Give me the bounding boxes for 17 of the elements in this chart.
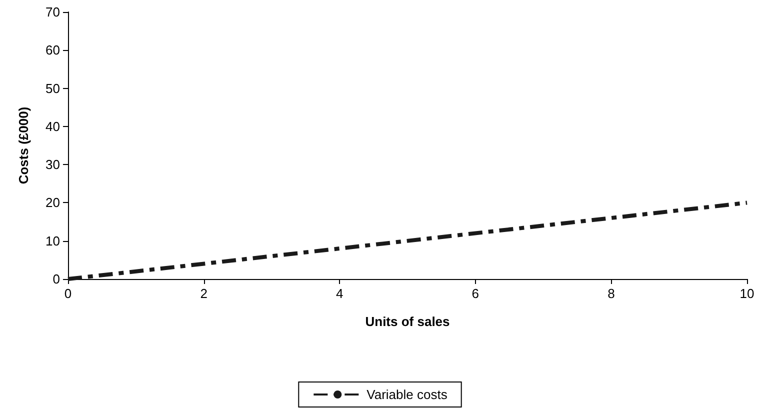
y-tick-label: 50	[46, 80, 60, 96]
y-tick-label: 0	[52, 272, 60, 286]
x-tick-label: 8	[608, 286, 615, 301]
legend-label: Variable costs	[366, 387, 448, 402]
x-tick-label: 0	[64, 286, 72, 301]
y-tick-label: 20	[46, 195, 60, 210]
y-tick-label: 70	[46, 4, 60, 20]
x-axis-title: Units of sales	[365, 314, 450, 329]
y-axis-title: Costs (£000)	[16, 106, 31, 184]
y-tick-label: 10	[46, 233, 60, 248]
y-tick-label: 30	[46, 157, 60, 172]
x-tick-label: 4	[336, 286, 344, 301]
x-tick-label: 10	[740, 286, 754, 301]
y-tick-label: 60	[46, 42, 60, 58]
x-tick-label: 6	[472, 286, 480, 301]
x-tick-label: 2	[200, 286, 208, 301]
y-tick-label: 40	[46, 118, 60, 134]
